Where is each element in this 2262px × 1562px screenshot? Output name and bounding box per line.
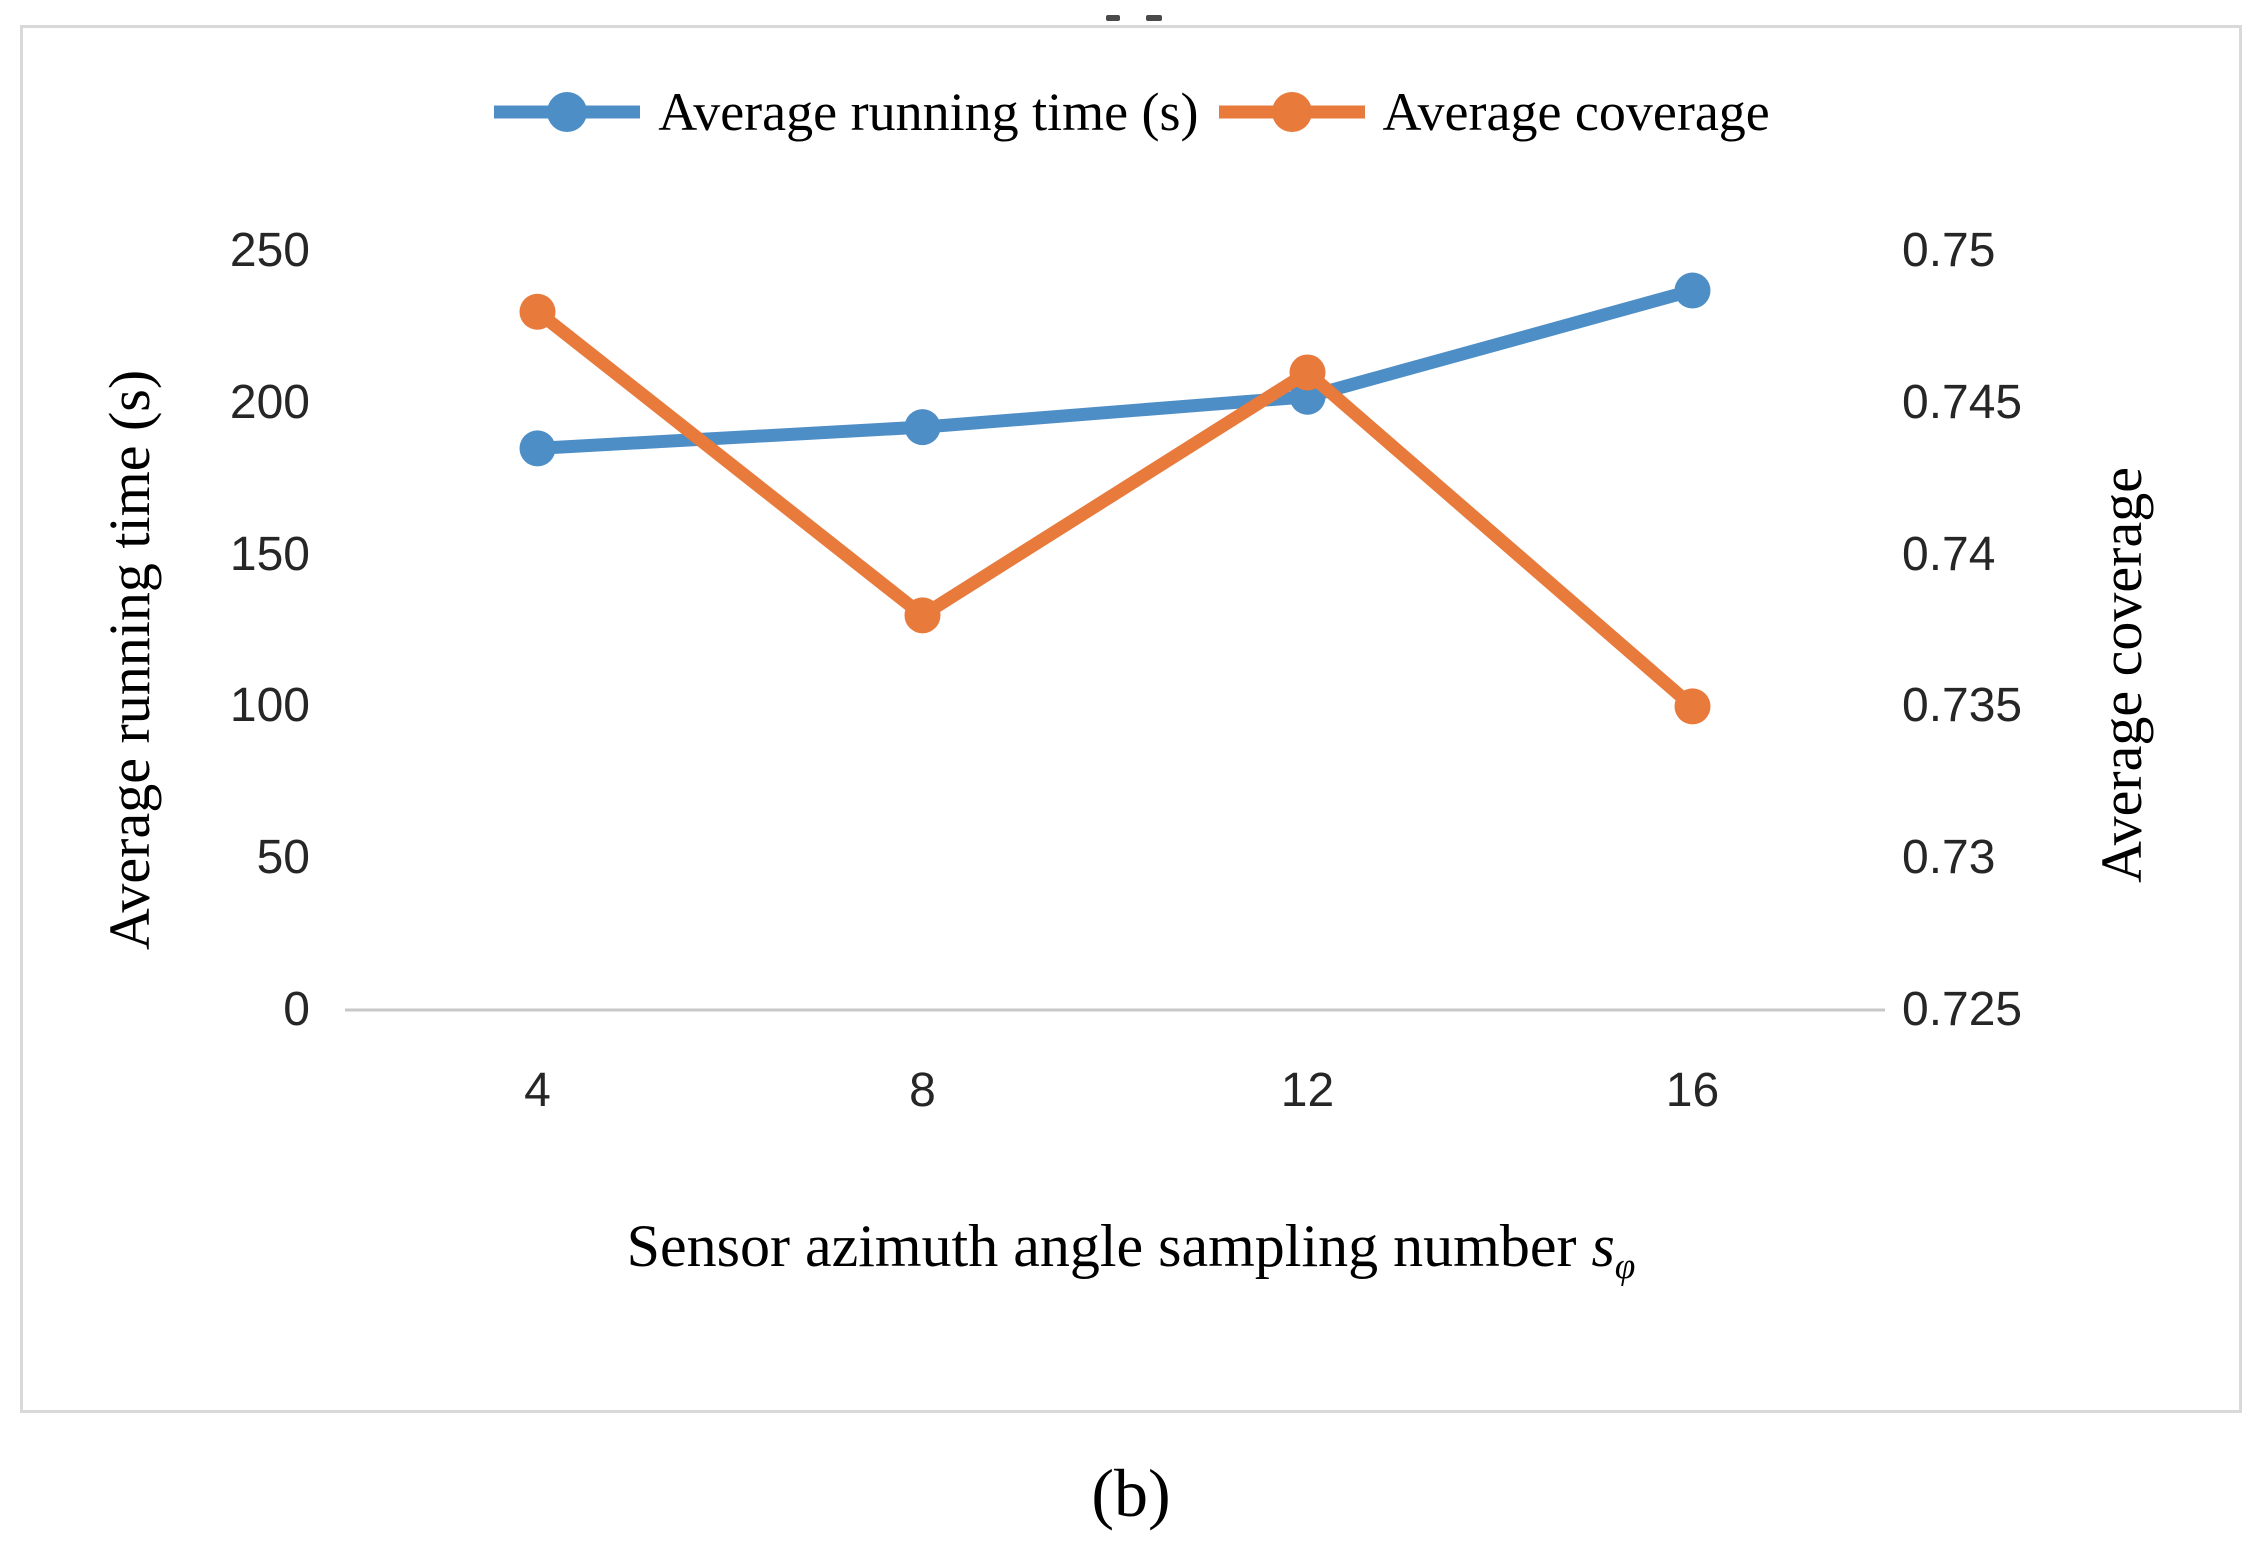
data-point xyxy=(1674,272,1711,309)
line-marker-icon xyxy=(494,92,641,132)
x-axis-title-variable: s xyxy=(1591,1213,1615,1279)
legend-label: Average running time (s) xyxy=(658,82,1199,142)
right-tick-label: 0.75 xyxy=(1902,224,1996,277)
data-point xyxy=(519,293,556,330)
legend-label: Average coverage xyxy=(1382,82,1770,142)
right-tick-label: 0.745 xyxy=(1902,375,2023,429)
left-tick-label: 200 xyxy=(229,375,310,429)
data-point xyxy=(1674,688,1711,725)
x-tick-label: 16 xyxy=(1665,1064,1720,1117)
x-tick-label: 8 xyxy=(909,1064,936,1117)
cropped-text-artifact xyxy=(1146,15,1162,21)
left-tick-label: 150 xyxy=(229,527,310,581)
chart-frame xyxy=(20,25,2242,1413)
cropped-text-artifact xyxy=(1106,15,1120,21)
legend-item-running-time: Average running time (s) xyxy=(492,82,1199,142)
data-point xyxy=(519,430,556,467)
x-tick-label: 12 xyxy=(1280,1064,1335,1117)
x-axis-title-text: Sensor azimuth angle sampling number xyxy=(626,1213,1592,1279)
x-tick-label: 4 xyxy=(524,1064,551,1117)
right-axis-title: Average coverage xyxy=(2089,467,2154,883)
left-tick-label: 50 xyxy=(256,831,310,885)
right-tick-label: 0.74 xyxy=(1902,527,1996,581)
left-tick-label: 0 xyxy=(283,983,310,1036)
line-marker-icon xyxy=(1218,92,1365,132)
series-line-1 xyxy=(533,306,1697,712)
data-point xyxy=(904,597,941,634)
x-axis-title-subscript: φ xyxy=(1614,1245,1636,1287)
right-tick-label: 0.73 xyxy=(1902,831,1996,885)
left-tick-label: 250 xyxy=(229,224,310,277)
left-tick-label: 100 xyxy=(229,679,310,733)
x-axis-title: Sensor azimuth angle sampling number sφ xyxy=(0,1208,2262,1305)
legend: Average running time (s) Average coverag… xyxy=(0,82,2262,142)
legend-item-coverage: Average coverage xyxy=(1217,82,1770,142)
data-point xyxy=(1289,354,1326,391)
figure-caption: (b) xyxy=(1091,1455,1171,1531)
series-line-0 xyxy=(537,284,1695,455)
right-tick-label: 0.735 xyxy=(1902,679,2023,733)
data-point xyxy=(904,409,941,446)
right-tick-label: 0.725 xyxy=(1902,983,2023,1036)
left-axis-title: Average running time (s) xyxy=(97,369,162,951)
